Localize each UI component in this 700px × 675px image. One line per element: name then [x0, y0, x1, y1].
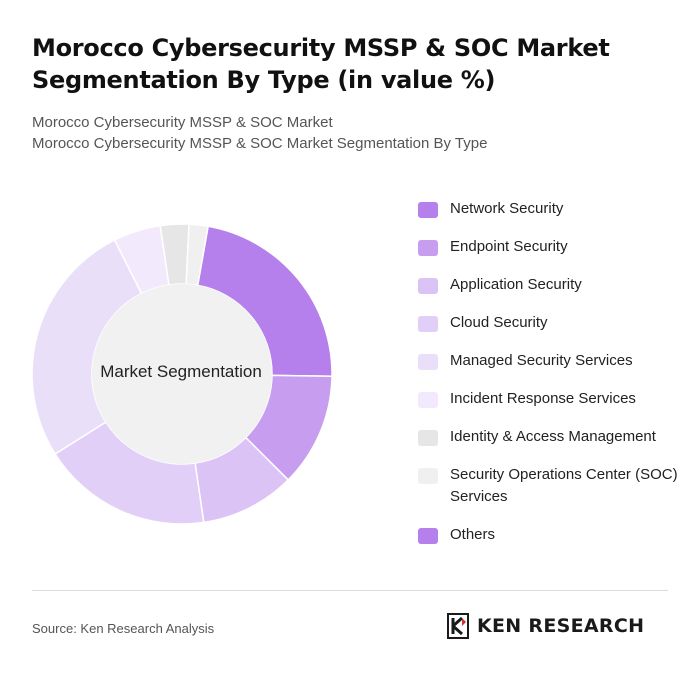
legend-swatch — [418, 528, 438, 544]
legend-item[interactable]: Managed Security Services — [418, 350, 688, 372]
legend-swatch — [418, 392, 438, 408]
ken-research-logo-icon — [447, 613, 469, 639]
legend-label: Security Operations Center (SOC) Service… — [450, 466, 678, 505]
legend-label: Incident Response Services — [450, 390, 636, 407]
donut-chart-svg — [31, 223, 333, 525]
donut-center-label: Market Segmentation — [100, 362, 262, 381]
chart-legend: Network Security Endpoint Security Applica… — [418, 198, 688, 562]
legend-item[interactable]: Application Security — [418, 274, 688, 296]
legend-label: Managed Security Services — [450, 352, 633, 369]
legend-label: Network Security — [450, 200, 564, 217]
ken-research-logo: KEN RESEARCH — [447, 613, 672, 643]
footer-divider — [32, 590, 668, 591]
legend-item[interactable]: Others — [418, 524, 688, 546]
legend-label: Others — [450, 526, 496, 543]
chart-subtitle: Morocco Cybersecurity MSSP & SOC Market … — [32, 112, 672, 154]
legend-swatch — [418, 430, 438, 446]
legend-swatch — [418, 316, 438, 332]
legend-swatch — [418, 278, 438, 294]
legend-item[interactable]: Incident Response Services — [418, 388, 688, 410]
legend-item[interactable]: Security Operations Center (SOC) Service… — [418, 464, 688, 508]
legend-item[interactable]: Identity & Access Management — [418, 426, 688, 448]
subtitle-line-1: Morocco Cybersecurity MSSP & SOC Market — [32, 114, 333, 131]
legend-swatch — [418, 354, 438, 370]
legend-item[interactable]: Endpoint Security — [418, 236, 688, 258]
legend-item[interactable]: Network Security — [418, 198, 688, 220]
legend-label: Endpoint Security — [450, 238, 568, 255]
legend-swatch — [418, 468, 438, 484]
donut-hole — [92, 284, 272, 464]
legend-swatch — [418, 240, 438, 256]
legend-label: Application Security — [450, 276, 582, 293]
legend-item[interactable]: Cloud Security — [418, 312, 688, 334]
legend-label: Cloud Security — [450, 314, 548, 331]
ken-research-logo-text: KEN RESEARCH — [477, 615, 645, 637]
subtitle-line-2: Morocco Cybersecurity MSSP & SOC Market … — [32, 135, 488, 152]
donut-chart: Market Segmentation — [20, 212, 344, 536]
source-note: Source: Ken Research Analysis — [32, 621, 215, 636]
chart-title: Morocco Cybersecurity MSSP & SOC Market … — [32, 34, 610, 94]
legend-label: Identity & Access Management — [450, 428, 656, 445]
legend-swatch — [418, 202, 438, 218]
